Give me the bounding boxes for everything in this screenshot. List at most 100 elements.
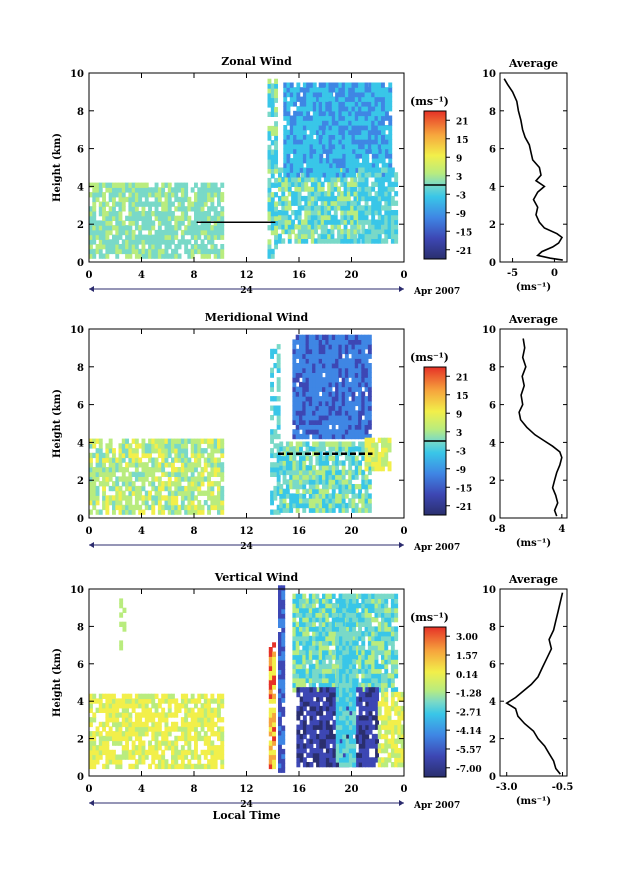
heatmap-cell	[281, 200, 286, 206]
heatmap-cell	[330, 233, 335, 239]
heatmap-cell	[312, 348, 316, 355]
heatmap-cell	[338, 110, 343, 117]
heatmap-cell	[335, 125, 339, 131]
heatmap-cell	[328, 640, 333, 646]
heatmap-cell	[134, 253, 139, 259]
x-tick-label: 4	[138, 270, 145, 281]
heatmap-cell	[151, 481, 156, 487]
heatmap-cell	[338, 334, 343, 340]
heatmap-cell	[295, 668, 300, 674]
heatmap-cell	[141, 500, 146, 506]
heatmap-cell	[381, 91, 385, 98]
heatmap-cell	[310, 195, 315, 202]
heatmap-cell	[273, 443, 278, 449]
heatmap-cell	[190, 721, 195, 728]
heatmap-cell	[394, 228, 399, 235]
heatmap-cell	[207, 504, 211, 511]
heatmap-cell	[115, 220, 120, 226]
heatmap-cell	[388, 129, 393, 135]
heatmap-cell	[184, 749, 189, 756]
heatmap-cell	[207, 481, 211, 487]
heatmap-cell	[361, 621, 366, 627]
heatmap-cell	[286, 87, 291, 93]
heatmap-cell	[367, 125, 372, 131]
heatmap-cell	[274, 83, 278, 89]
heatmap-cell	[161, 481, 166, 487]
heatmap-cell	[354, 659, 359, 665]
heatmap-cell	[148, 187, 152, 193]
heatmap-cell	[299, 649, 303, 656]
heatmap-cell	[354, 673, 359, 679]
heatmap-cell	[138, 754, 143, 760]
heatmap-cell	[210, 763, 215, 770]
heatmap-cell	[331, 372, 336, 378]
heatmap-cell	[328, 433, 333, 440]
heatmap-cell	[330, 219, 335, 225]
heatmap-cell	[331, 649, 336, 656]
heatmap-cell	[315, 488, 320, 494]
heatmap-cell	[327, 228, 332, 235]
heatmap-cell	[134, 693, 139, 699]
heatmap-cell	[331, 626, 336, 632]
heatmap-cell	[361, 645, 366, 651]
heatmap-cell	[203, 234, 208, 240]
heatmap-cell	[361, 502, 366, 509]
heatmap-cell	[365, 158, 370, 164]
heatmap-cell	[367, 447, 372, 453]
heatmap-cell	[328, 441, 333, 447]
heatmap-cell	[174, 253, 179, 259]
heatmap-cell	[115, 495, 120, 501]
heatmap-cell	[115, 504, 120, 511]
heatmap-cell	[171, 698, 175, 704]
heatmap-cell	[161, 192, 166, 198]
heatmap-cell	[154, 500, 159, 506]
heatmap-cell	[141, 703, 146, 709]
heatmap-cell	[213, 438, 218, 444]
heatmap-cell	[161, 201, 166, 207]
heatmap-cell	[268, 651, 273, 657]
heatmap-cell	[283, 91, 288, 98]
heatmap-cell	[197, 196, 202, 203]
heatmap-cell	[105, 443, 110, 449]
heatmap-cell	[307, 191, 312, 197]
heatmap-cell	[327, 186, 332, 192]
heatmap-cell	[177, 707, 182, 713]
heatmap-cell	[138, 726, 143, 732]
heatmap-cell	[309, 91, 314, 98]
heatmap-cell	[338, 396, 343, 402]
heatmap-cell	[323, 224, 328, 230]
heatmap-cell	[358, 377, 362, 383]
heatmap-cell	[299, 87, 304, 93]
heatmap-cell	[344, 353, 349, 359]
heatmap-cell	[272, 712, 276, 718]
heatmap-cell	[361, 396, 366, 402]
heatmap-cell	[200, 438, 205, 444]
heatmap-cell	[374, 238, 379, 244]
heatmap-cell	[312, 598, 316, 604]
heatmap-cell	[292, 663, 297, 670]
heatmap-cell	[354, 474, 359, 480]
heatmap-cell	[274, 177, 278, 184]
heatmap-cell	[377, 210, 382, 216]
heatmap-cell	[217, 229, 221, 236]
date-label: 24	[240, 542, 253, 552]
heatmap-cell	[358, 233, 362, 239]
heatmap-cell	[345, 172, 350, 178]
heatmap-cell	[314, 195, 318, 202]
heatmap-cell	[197, 206, 202, 212]
heatmap-cell	[276, 467, 281, 473]
heatmap-cell	[384, 621, 389, 627]
heatmap-cell	[318, 367, 323, 373]
heatmap-cell	[128, 726, 133, 732]
heatmap-cell	[331, 663, 336, 670]
heatmap-cell	[361, 339, 366, 345]
heatmap-cell	[344, 410, 349, 416]
heatmap-cell	[220, 726, 225, 732]
heatmap-cell	[310, 176, 315, 183]
heatmap-cell	[318, 640, 323, 646]
heatmap-cell	[276, 471, 281, 477]
heatmap-cell	[184, 452, 189, 459]
heatmap-cell	[315, 593, 320, 599]
heatmap-cell	[203, 448, 208, 454]
heatmap-cell	[108, 754, 113, 760]
